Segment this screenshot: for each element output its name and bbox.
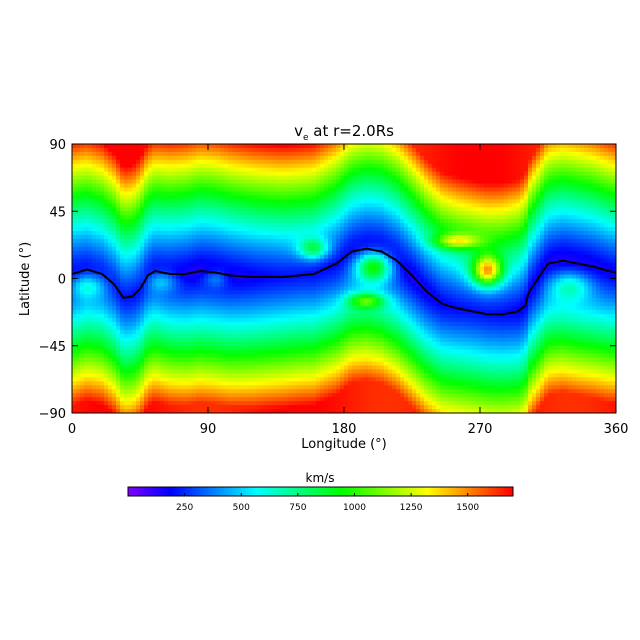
x-axis: 0 90 180 270 360 — [68, 144, 629, 437]
chart-title: ve at r=2.0Rs — [294, 122, 394, 143]
y-tick-label: −90 — [39, 407, 66, 422]
x-tick-label: 90 — [200, 422, 217, 437]
title-rest: at r=2.0Rs — [309, 122, 395, 140]
colorbar-tick-label: 500 — [233, 503, 250, 513]
colorbar-tick-label: 750 — [289, 503, 306, 513]
x-tick-label: 360 — [604, 422, 629, 437]
colorbar-tick-label: 1500 — [456, 503, 479, 513]
y-axis-label: Latitude (°) — [18, 242, 33, 316]
x-tick-label: 0 — [68, 422, 76, 437]
title-subscript: e — [303, 133, 309, 143]
y-tick-label: 45 — [49, 205, 66, 220]
neutral-line — [72, 247, 616, 316]
colorbar-tick-label: 250 — [176, 503, 193, 513]
colorbar-tick-label: 1250 — [400, 503, 423, 513]
colorbar-tick-label: 1000 — [343, 503, 366, 513]
y-tick-label: 0 — [58, 273, 66, 288]
heatmap-plot — [72, 144, 616, 413]
y-tick-label: −45 — [39, 340, 66, 355]
x-tick-label: 270 — [468, 422, 493, 437]
title-main: v — [294, 122, 303, 140]
x-axis-label: Longitude (°) — [301, 437, 386, 452]
y-axis: 90 45 0 −45 −90 — [39, 138, 616, 422]
x-tick-label: 180 — [332, 422, 357, 437]
colorbar — [127, 486, 514, 497]
y-tick-label: 90 — [49, 138, 66, 153]
colorbar-label: km/s — [306, 471, 335, 485]
colorbar-ticks: 250 500 750 1000 1250 1500 — [176, 493, 479, 513]
